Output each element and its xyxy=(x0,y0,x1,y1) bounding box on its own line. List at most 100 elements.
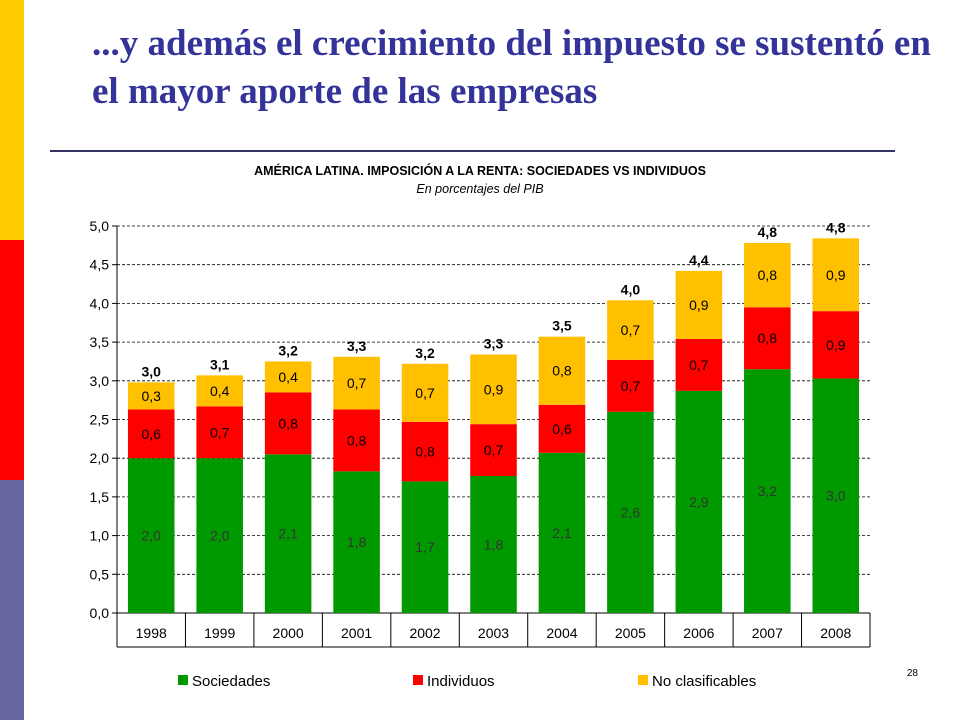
data-label: 3,2 xyxy=(758,483,778,499)
bar-segment xyxy=(196,406,243,459)
x-tick-label: 2007 xyxy=(752,625,783,641)
bar-segment xyxy=(470,354,517,425)
total-label: 3,2 xyxy=(278,342,298,358)
legend-swatch xyxy=(413,675,423,685)
total-label: 3,3 xyxy=(484,335,504,351)
y-tick-label: 2,5 xyxy=(90,412,110,428)
bar-segment xyxy=(675,390,723,613)
bar-segment xyxy=(401,421,449,482)
legend-label: Individuos xyxy=(427,673,495,690)
page-number: 28 xyxy=(906,668,918,679)
data-label: 0,7 xyxy=(484,442,504,458)
bar-segment xyxy=(744,369,791,613)
data-label: 0,9 xyxy=(826,337,846,353)
bar-segment xyxy=(264,392,312,455)
chart-title: AMÉRICA LATINA. IMPOSICIÓN A LA RENTA: S… xyxy=(254,164,706,178)
bar-segment xyxy=(607,359,654,412)
x-tick-label: 2008 xyxy=(820,625,851,641)
side-stripe-red xyxy=(0,240,24,480)
total-label: 3,0 xyxy=(141,363,161,379)
bar-segment xyxy=(401,363,449,422)
bar-segment xyxy=(607,300,654,360)
data-label: 0,8 xyxy=(415,444,435,460)
bar-segment xyxy=(812,238,860,312)
bar-segment xyxy=(812,311,860,379)
legend-swatch xyxy=(178,675,188,685)
data-label: 0,4 xyxy=(210,383,230,399)
bar-segment xyxy=(538,336,586,405)
y-tick-label: 1,0 xyxy=(90,528,110,544)
data-label: 0,6 xyxy=(552,421,572,437)
x-tick-label: 2004 xyxy=(546,625,577,641)
bar-segment xyxy=(127,458,175,613)
bar-segment xyxy=(538,404,586,453)
data-label: 0,6 xyxy=(141,426,161,442)
bar-segment xyxy=(333,356,380,410)
total-label: 3,3 xyxy=(347,338,367,354)
x-tick-label: 2002 xyxy=(409,625,440,641)
total-label: 4,4 xyxy=(689,252,709,268)
data-label: 1,8 xyxy=(347,534,367,550)
x-tick-label: 2005 xyxy=(615,625,646,641)
data-label: 0,7 xyxy=(347,375,367,391)
data-label: 2,0 xyxy=(141,528,161,544)
y-tick-label: 5,0 xyxy=(90,218,110,234)
y-tick-label: 1,5 xyxy=(90,489,110,505)
x-tick-label: 1998 xyxy=(136,625,167,641)
legend-label: No clasificables xyxy=(652,673,756,690)
data-label: 2,0 xyxy=(210,528,230,544)
bar-segment xyxy=(538,452,586,613)
data-label: 2,1 xyxy=(552,525,572,541)
y-tick-label: 3,5 xyxy=(90,334,110,350)
side-stripe-blue xyxy=(0,480,24,720)
bar-segment xyxy=(196,375,243,407)
x-tick-label: 2000 xyxy=(273,625,304,641)
total-label: 3,2 xyxy=(415,345,435,361)
data-label: 0,4 xyxy=(278,369,298,385)
bar-segment xyxy=(333,409,380,472)
bar-segment xyxy=(470,424,517,477)
bar-segment xyxy=(333,471,380,613)
x-tick-label: 2001 xyxy=(341,625,372,641)
total-label: 3,5 xyxy=(552,318,572,334)
data-label: 0,8 xyxy=(278,415,298,431)
data-label: 0,7 xyxy=(621,322,641,338)
data-label: 0,9 xyxy=(826,267,846,283)
legend-label: Sociedades xyxy=(192,673,270,690)
bar-segment xyxy=(812,378,860,613)
bar-segment xyxy=(470,476,517,613)
bar-segment xyxy=(675,270,723,340)
data-label: 1,7 xyxy=(415,539,435,555)
bar-segment xyxy=(744,243,791,308)
x-tick-label: 2003 xyxy=(478,625,509,641)
bar-segment xyxy=(744,307,791,370)
data-label: 0,8 xyxy=(347,432,367,448)
bar-segment xyxy=(196,458,243,613)
bar-segment xyxy=(264,454,312,613)
slide-title: ...y además el crecimiento del impuesto … xyxy=(92,23,931,112)
data-label: 0,7 xyxy=(415,385,435,401)
data-label: 0,8 xyxy=(758,330,778,346)
bar-segment xyxy=(401,481,449,613)
y-tick-label: 3,0 xyxy=(90,373,110,389)
chart-subtitle: En porcentajes del PIB xyxy=(416,182,544,196)
data-label: 0,9 xyxy=(689,297,709,313)
y-tick-label: 4,5 xyxy=(90,257,110,273)
bar-segment xyxy=(607,411,654,613)
bar-segment xyxy=(127,382,175,410)
legend-swatch xyxy=(638,675,648,685)
total-label: 4,8 xyxy=(826,219,846,235)
data-label: 0,7 xyxy=(621,378,641,394)
data-label: 3,0 xyxy=(826,488,846,504)
data-label: 0,7 xyxy=(689,357,709,373)
total-label: 4,0 xyxy=(621,281,641,297)
data-label: 0,9 xyxy=(484,381,504,397)
data-label: 2,1 xyxy=(278,526,298,542)
bar-segment xyxy=(127,409,175,459)
bar-segment xyxy=(264,361,312,393)
data-label: 0,8 xyxy=(758,267,778,283)
bar-segment xyxy=(675,339,723,391)
y-tick-label: 2,0 xyxy=(90,450,110,466)
x-tick-label: 1999 xyxy=(204,625,235,641)
